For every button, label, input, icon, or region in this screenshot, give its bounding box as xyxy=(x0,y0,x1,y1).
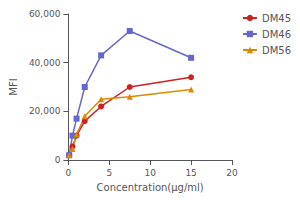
svg-text:60,000: 60,000 xyxy=(29,9,61,19)
svg-text:DM46: DM46 xyxy=(262,29,291,40)
svg-text:DM56: DM56 xyxy=(262,45,291,56)
svg-text:0: 0 xyxy=(55,155,61,165)
svg-text:DM45: DM45 xyxy=(262,13,291,24)
svg-text:MFI: MFI xyxy=(8,78,19,95)
svg-text:10: 10 xyxy=(144,168,156,178)
svg-text:20: 20 xyxy=(226,168,238,178)
svg-text:5: 5 xyxy=(106,168,112,178)
svg-text:0: 0 xyxy=(66,168,72,178)
svg-text:Concentration(μg/ml): Concentration(μg/ml) xyxy=(97,182,204,193)
svg-text:40,000: 40,000 xyxy=(29,58,61,68)
svg-text:15: 15 xyxy=(185,168,196,178)
svg-text:20,000: 20,000 xyxy=(29,106,61,116)
